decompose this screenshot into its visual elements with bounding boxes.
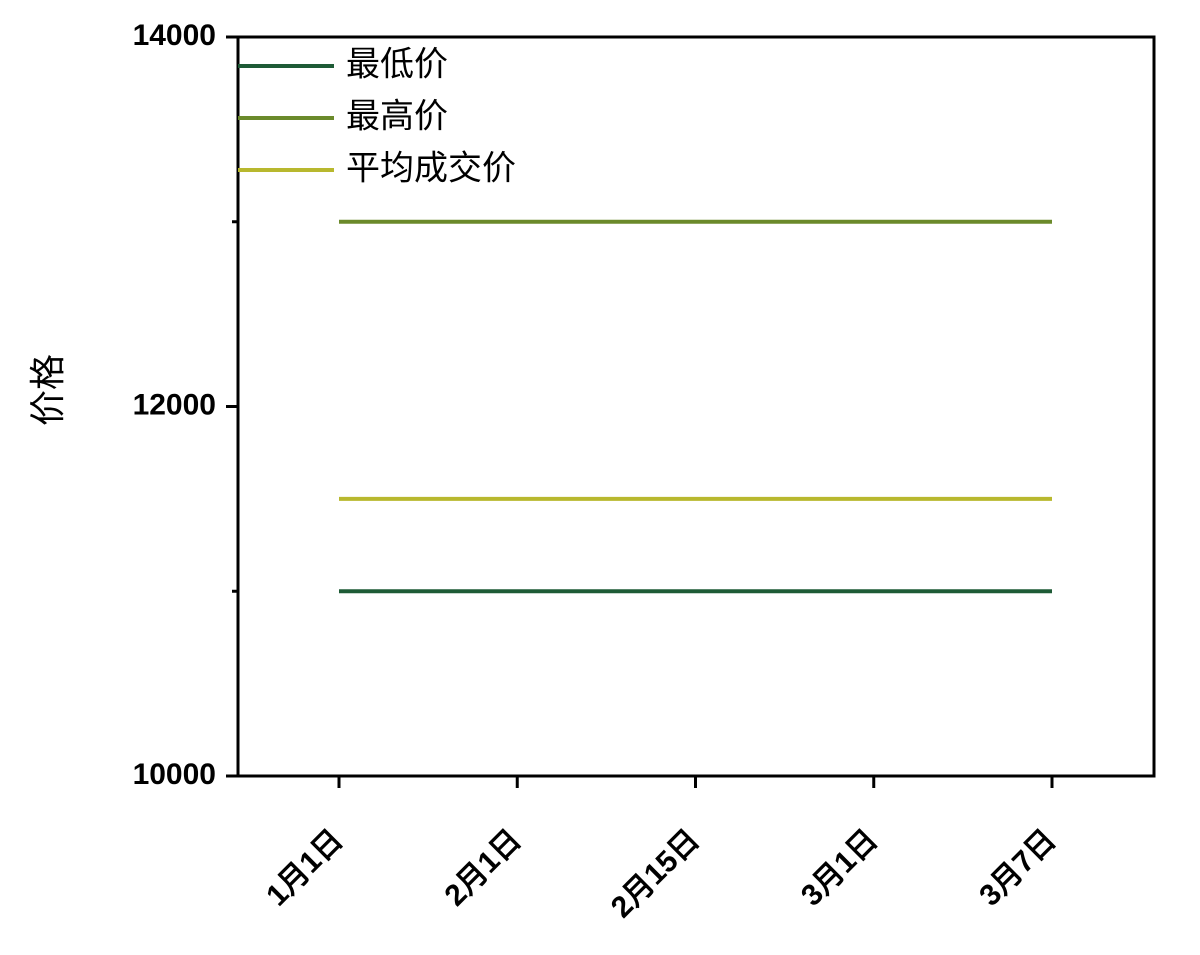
legend-label: 最高价	[346, 97, 448, 137]
legend-label: 最低价	[346, 45, 448, 85]
y-tick-label: 12000	[133, 388, 216, 421]
x-tick-label: 2月1日	[438, 823, 527, 912]
y-tick-label: 14000	[133, 19, 216, 52]
legend-label: 平均成交价	[346, 149, 516, 189]
y-axis-label: 价格	[28, 354, 69, 426]
y-tick-label: 10000	[133, 758, 216, 791]
x-tick-label: 2月15日	[605, 823, 706, 924]
x-tick-label: 1月1日	[260, 823, 349, 912]
x-tick-label: 3月1日	[795, 823, 884, 912]
x-tick-label: 3月7日	[973, 823, 1062, 912]
